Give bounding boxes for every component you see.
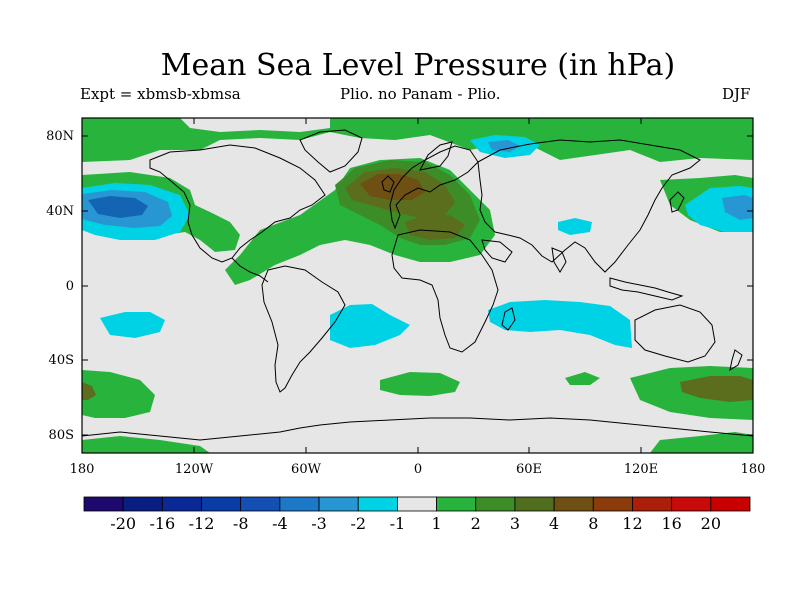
lat-label-0: 0 [66,279,74,294]
colorbar-swatch [357,496,398,512]
field-antarctic-east-green [650,432,753,453]
colorbar-label: -16 [149,514,175,533]
lat-label-40s: 40S [49,353,74,368]
coast-south-america [261,265,346,393]
field-south-pacific-cyan [100,312,165,338]
lon-label-60w: 60W [291,462,322,477]
coast-british-isles [381,175,395,193]
coast-australia [634,304,716,363]
lon-label-120w: 120W [175,462,214,477]
latitude-ticks [82,135,753,436]
colorbar-swatch [553,496,594,512]
colorbar-label: -8 [233,514,249,533]
lon-label-0: 0 [414,462,422,477]
field-south-atlantic-cyan [330,304,410,348]
lat-label-80n: 80N [46,129,74,144]
colorbar-swatch [671,496,712,512]
colorbar-swatch [318,496,359,512]
coast-maritime-continent [609,277,684,301]
colorbar-label: -4 [272,514,288,533]
coast-africa [391,229,499,353]
colorbar-label: 2 [471,514,481,533]
colorbar-label: 20 [701,514,721,533]
coast-scandinavia [419,141,453,171]
colorbar-swatch [632,496,673,512]
colorbar-swatch [279,496,320,512]
field-indian-ocean-cyan [488,300,632,348]
colorbar-label: -1 [390,514,406,533]
field-asia-cyan [558,218,592,235]
lon-label-120e: 120E [624,462,658,477]
coast-central-america [231,257,269,283]
colorbar-swatch [710,496,751,512]
lon-label-180e: 180 [741,462,766,477]
colorbar-swatch [240,496,281,512]
colorbar-label: -3 [311,514,327,533]
field-southern-east-olive [680,376,753,402]
lon-label-180w: 180 [70,462,95,477]
colorbar-swatch [161,496,202,512]
longitude-labels: 180 120W 60W 0 60E 120E 180 [70,462,766,477]
colorbar-swatch [436,496,477,512]
field-southern-west-green [82,370,155,418]
field-arctic-gap [180,118,330,132]
colorbar-label: 16 [661,514,681,533]
field-antarctic-green [82,436,210,453]
field-south-atlantic-green [380,372,460,396]
colorbar-swatch [83,496,124,512]
coastlines [82,129,753,441]
colorbar-label: 12 [622,514,642,533]
field-southern-west-olive [82,382,96,400]
coast-europe [389,145,479,230]
coast-india [551,247,567,273]
colorbar: -20 -16 -12 -8 -4 -3 -2 -1 1 2 3 4 8 12 16 20 [83,496,751,533]
colorbar-swatch [122,496,163,512]
lat-label-80s: 80S [49,428,74,443]
colorbar-swatch [514,496,555,512]
coast-greenland [299,129,363,173]
map-title: Mean Sea Level Pressure (in hPa) [160,48,676,83]
lat-label-40n: 40N [46,204,74,219]
colorbar-swatch [397,496,437,512]
colorbar-label: 8 [588,514,598,533]
field-south-indian-green [565,372,600,385]
coast-japan [669,191,685,213]
field-north-pacific-blue [88,196,148,218]
field-mediterranean-olive [405,215,465,240]
colorbar-label: -20 [110,514,136,533]
coast-north-america [149,144,326,263]
experiment-label: Expt = xbmsb-xbmsa [80,85,241,103]
longitude-ticks [193,118,642,453]
field-east-pacific-light-blue [722,195,753,220]
colorbar-label: -12 [189,514,215,533]
colorbar-swatch [201,496,242,512]
latitude-labels: 80N 40N 0 40S 80S [46,129,74,443]
lon-label-60e: 60E [516,462,542,477]
colorbar-swatch [475,496,516,512]
colorbar-swatch [592,496,633,512]
field-arctic-light-blue [488,140,520,152]
coast-new-zealand [729,349,743,372]
coast-asia [477,139,701,273]
colorbar-label: -2 [350,514,366,533]
coast-arabia [481,239,513,263]
coast-antarctica [82,417,753,441]
pressure-field [82,118,753,453]
comparison-label: Plio. no Panam - Plio. [340,85,501,103]
colorbar-label: 3 [510,514,520,533]
season-label: DJF [722,85,751,103]
colorbar-label: 4 [549,514,559,533]
coast-madagascar [501,307,516,331]
colorbar-label: 1 [431,514,441,533]
